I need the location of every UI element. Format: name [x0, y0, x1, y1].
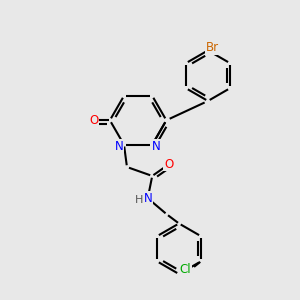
Text: H: H: [135, 195, 144, 205]
Text: N: N: [143, 192, 152, 205]
Text: Cl: Cl: [180, 263, 191, 276]
Text: O: O: [164, 158, 173, 171]
Text: N: N: [152, 140, 160, 153]
Text: Br: Br: [206, 41, 219, 54]
Text: N: N: [115, 140, 124, 153]
Text: O: O: [89, 114, 98, 127]
